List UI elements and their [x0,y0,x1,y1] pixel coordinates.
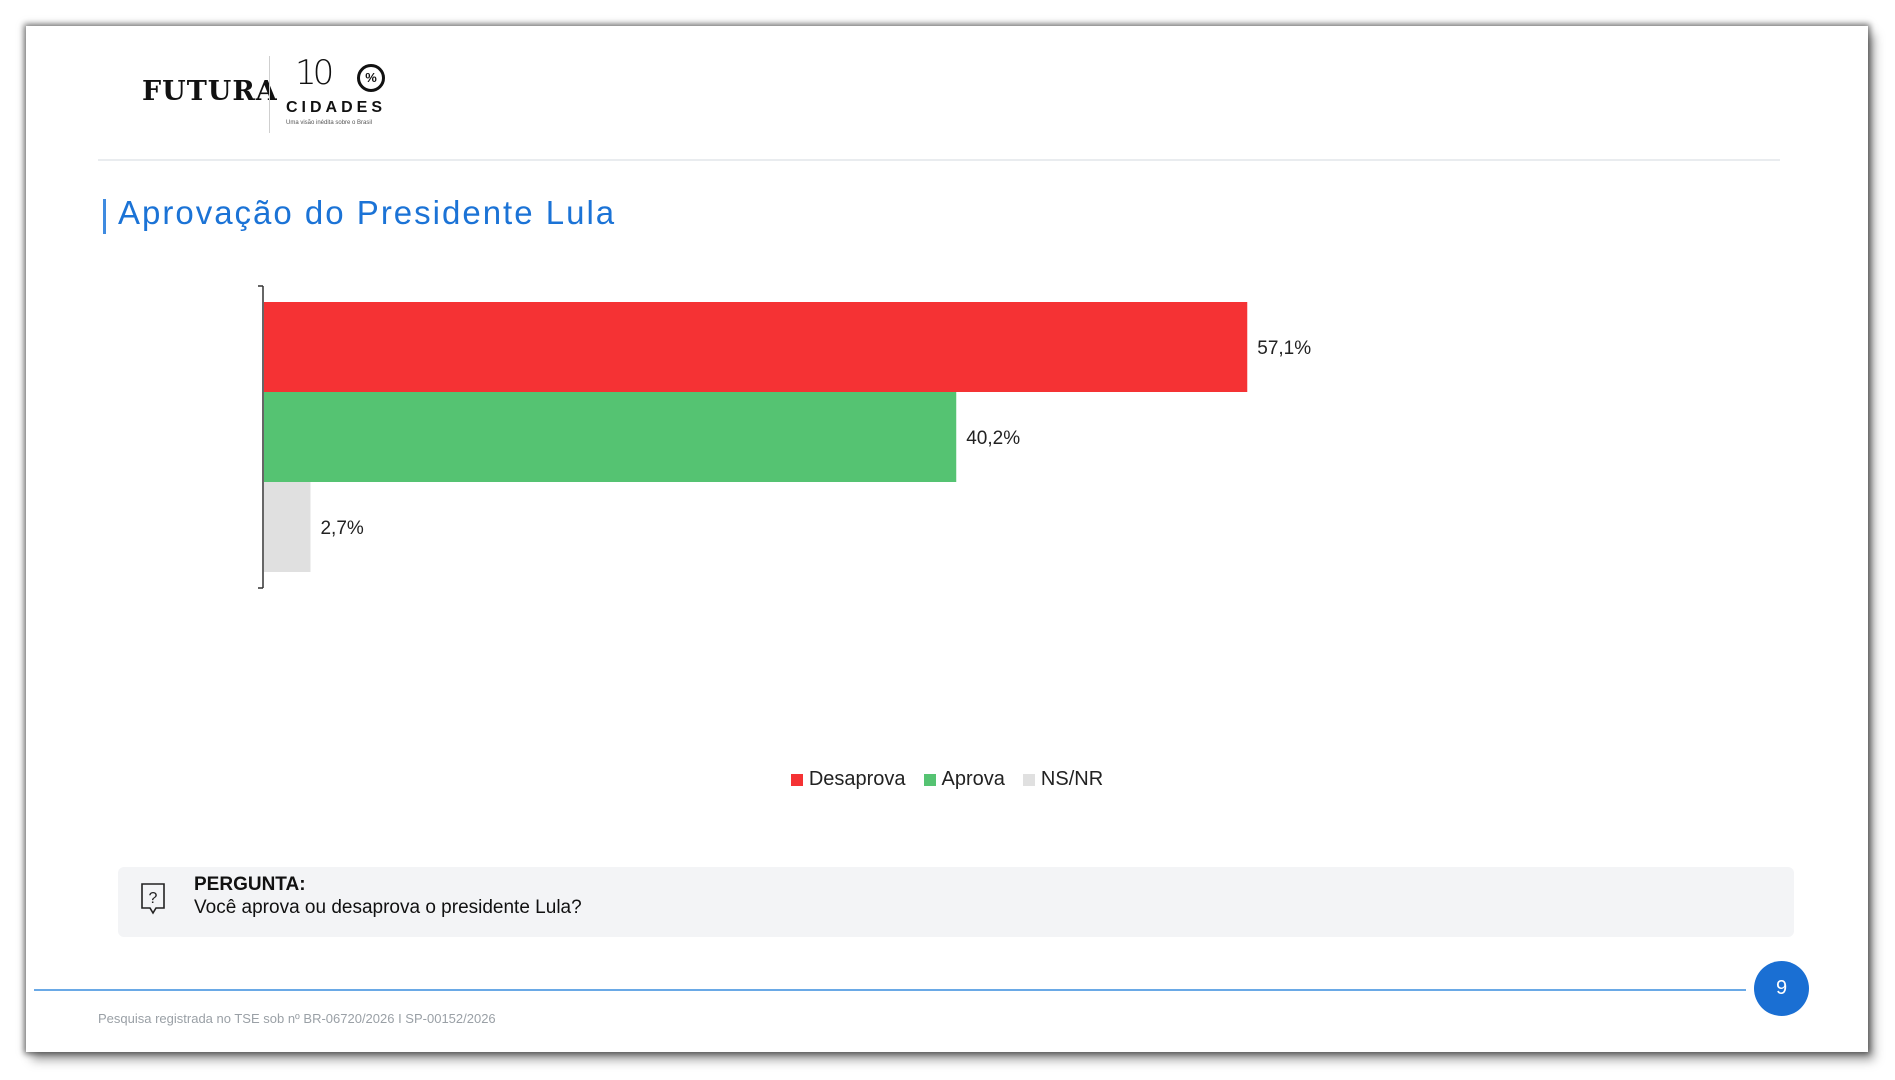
svg-text:?: ? [149,890,158,907]
legend-label: NS/NR [1040,768,1104,790]
legend-label: Aprova [941,768,1005,790]
header-divider [98,159,1780,161]
legend-swatch [1022,773,1035,786]
bar-ns-nr [264,482,311,572]
chart-legend: Desaprova Aprova NS/NR [26,768,1868,791]
y-axis [258,285,264,589]
bar-desaprova [264,302,1248,392]
page-number: 9 [1754,961,1809,1016]
question-label: PERGUNTA: [194,874,306,895]
100-cidades-logo: 10 % CIDADES Uma visão inédita sobre o B… [283,53,413,143]
approval-bar-chart: 57,1% 40,2% 2,7% [258,285,1311,589]
question-bubble-icon: ? [141,883,165,915]
legend-item-ns-nr: NS/NR [1022,768,1104,791]
slide: FUTURA 10 % CIDADES Uma visão inédita so… [26,26,1868,1052]
logo-cidades: CIDADES [286,99,387,116]
logo-tagline: Uma visão inédita sobre o Brasil [286,120,373,126]
logo-percent: % [357,64,385,92]
legend-swatch [790,773,803,786]
question-text: Você aprova ou desaprova o presidente Lu… [194,897,582,918]
question-box: ? PERGUNTA: Você aprova ou desaprova o p… [118,867,1794,937]
data-label-aprova: 40,2% [966,428,1020,449]
title-accent [103,199,106,234]
logo-hundred: 10 [295,53,334,93]
legend-label: Desaprova [808,768,906,790]
legend-item-aprova: Aprova [923,768,1005,791]
bar-aprova [264,392,957,482]
footer-divider [34,989,1746,991]
futura-logo: FUTURA [142,76,278,107]
legend-swatch [923,773,936,786]
data-label-desaprova: 57,1% [1257,338,1311,359]
logo-divider [269,56,270,133]
page-title: Aprovação do Presidente Lula [118,194,617,231]
data-label-ns-nr: 2,7% [320,518,363,539]
footer-registration: Pesquisa registrada no TSE sob nº BR-067… [98,1011,496,1026]
legend-item-desaprova: Desaprova [790,768,906,791]
